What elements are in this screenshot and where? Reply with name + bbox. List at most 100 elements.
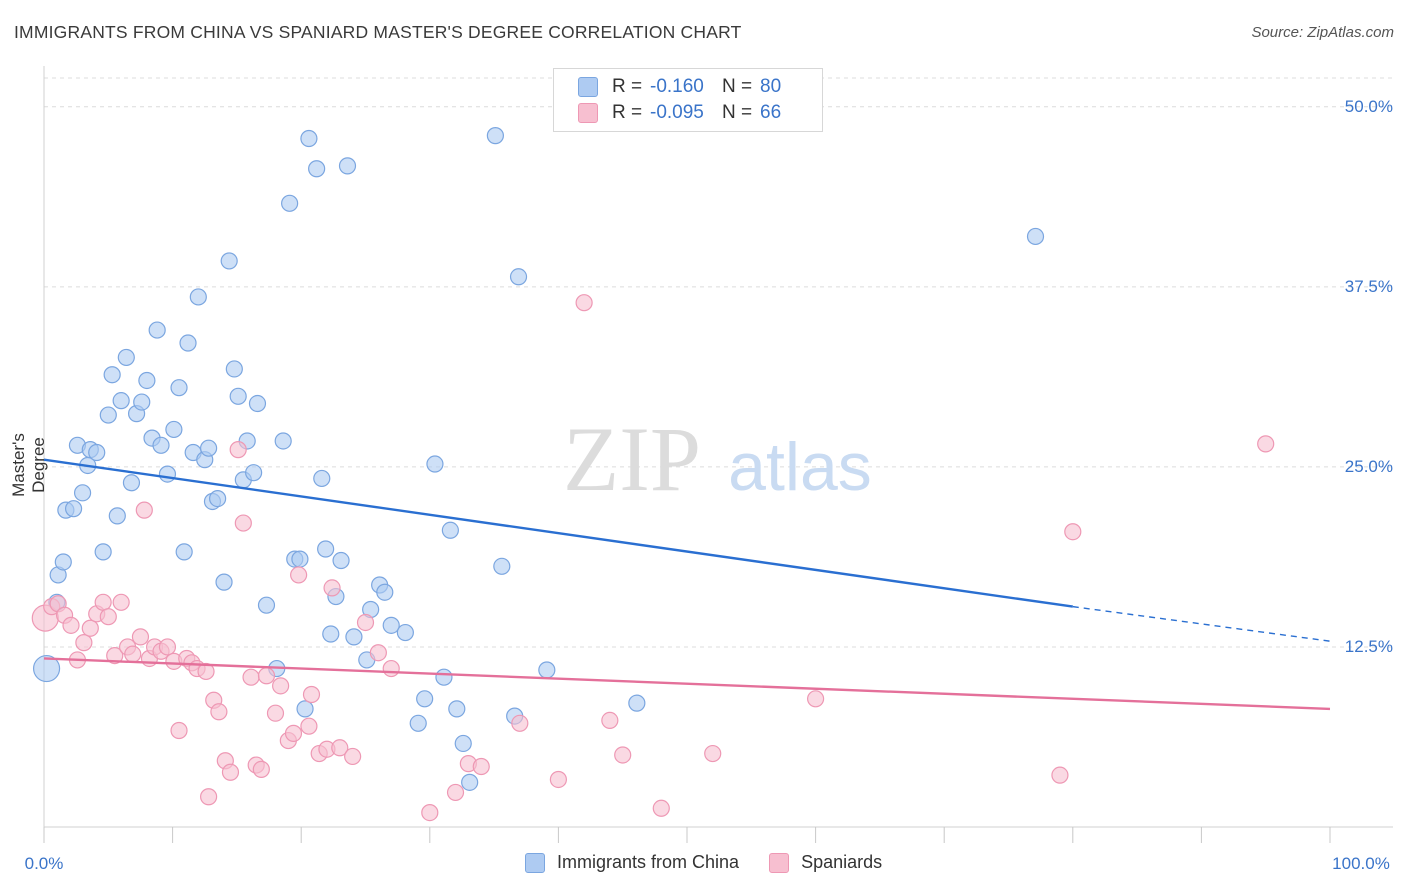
china-point — [382, 616, 400, 634]
china-point — [538, 661, 556, 679]
china-point — [300, 129, 318, 148]
spaniard-point — [242, 668, 260, 686]
spaniard-point — [94, 593, 112, 611]
legend-n-label: N = — [722, 102, 753, 123]
spaniard-point — [257, 667, 276, 685]
y-tick-label: 12.5% — [1345, 637, 1393, 656]
legend-n-value: 66 — [760, 102, 782, 123]
correlation-legend: R = -0.160 N = 80 R = -0.095 N = 66 — [553, 68, 823, 132]
spaniard-point — [704, 744, 722, 763]
china-point — [441, 521, 459, 539]
spaniard-point — [300, 717, 318, 735]
spaniard-point — [575, 294, 593, 312]
china-trend-extension — [1072, 605, 1331, 642]
legend-swatch-blue — [578, 77, 598, 97]
spaniard-point — [614, 746, 632, 764]
china-point — [54, 553, 72, 571]
china-point — [103, 366, 121, 384]
china-point — [1026, 227, 1045, 246]
spaniard-point — [1257, 435, 1275, 453]
tick-label-layer: 12.5% 25.0% 37.5% 50.0% 0.0% 100.0% — [25, 97, 1393, 873]
spaniard-point — [446, 783, 465, 802]
spaniard-point — [511, 714, 529, 732]
spaniard-point — [221, 763, 240, 781]
china-point — [409, 714, 427, 732]
trend-layer — [43, 458, 1331, 711]
grid-layer — [44, 77, 1393, 648]
series-swatch-pink — [769, 852, 790, 873]
spaniard-point — [806, 690, 825, 708]
china-point — [122, 474, 141, 492]
spaniard-trend-line — [43, 657, 1331, 711]
china-point — [175, 543, 193, 561]
spaniard-point — [1051, 766, 1069, 784]
spaniard-point — [382, 659, 400, 678]
china-point — [165, 420, 183, 439]
series-legend-item-china: Immigrants from China — [525, 852, 739, 873]
china-point — [322, 625, 340, 643]
china-point — [189, 288, 207, 306]
legend-swatch-pink — [578, 103, 598, 123]
china-point — [138, 371, 156, 390]
legend-row-china: R = -0.160 N = 80 — [578, 75, 781, 99]
spaniard-point — [170, 721, 188, 740]
china-point — [158, 465, 177, 483]
x-tick-label: 0.0% — [25, 854, 64, 873]
y-tick-label: 50.0% — [1345, 97, 1393, 116]
china-trend-line — [43, 458, 1073, 608]
china-point — [200, 439, 218, 457]
x-tick-label: 100.0% — [1332, 854, 1390, 873]
spaniard-point — [344, 747, 362, 766]
series-legend-item-spaniards: Spaniards — [769, 852, 882, 873]
china-point — [313, 469, 331, 488]
spaniard-point — [331, 739, 349, 757]
china-point — [454, 734, 472, 753]
china-point — [245, 464, 263, 482]
spaniard-point — [158, 638, 177, 656]
spaniard-point — [197, 662, 215, 681]
china-point — [509, 268, 528, 286]
series-swatch-blue — [525, 852, 545, 873]
spaniard-point — [652, 799, 670, 817]
legend-row-spaniards: R = -0.095 N = 66 — [578, 101, 781, 125]
spaniard-point — [369, 644, 387, 662]
legend-r-value: -0.160 — [650, 76, 704, 97]
china-point — [248, 394, 267, 413]
series-legend-label: Spaniards — [801, 852, 883, 872]
spaniard-point — [302, 685, 321, 704]
china-point — [117, 348, 135, 367]
china-point — [257, 596, 276, 614]
spaniard-point — [62, 616, 80, 634]
china-point — [376, 583, 394, 601]
spaniard-point — [284, 724, 303, 742]
legend-r-label: R = — [612, 76, 643, 97]
china-point — [209, 489, 227, 508]
spaniard-point — [549, 770, 568, 789]
china-point — [225, 360, 243, 378]
spaniard-point — [200, 788, 218, 806]
china-point — [108, 507, 126, 525]
china-point — [32, 654, 61, 683]
china-point — [179, 334, 197, 352]
china-point — [486, 127, 504, 145]
spaniard-point — [1064, 523, 1082, 541]
china-point — [317, 540, 335, 558]
china-point — [435, 668, 453, 686]
legend-n-value: 80 — [760, 76, 782, 97]
china-point — [296, 700, 314, 718]
series-legend-label: Immigrants from China — [557, 852, 740, 872]
china-point — [426, 455, 444, 473]
spaniard-point — [421, 803, 439, 822]
watermark: ZIP atlas — [563, 408, 872, 510]
spaniard-point — [124, 645, 142, 663]
china-point — [274, 432, 292, 450]
spaniard-point — [131, 628, 150, 646]
spaniard-point — [106, 646, 124, 665]
legend-n-label: N = — [722, 76, 753, 97]
china-point — [99, 406, 117, 424]
y-tick-label: 37.5% — [1345, 277, 1393, 296]
spaniard-point — [323, 579, 341, 597]
spaniard-point — [601, 711, 619, 730]
china-point — [281, 194, 299, 212]
